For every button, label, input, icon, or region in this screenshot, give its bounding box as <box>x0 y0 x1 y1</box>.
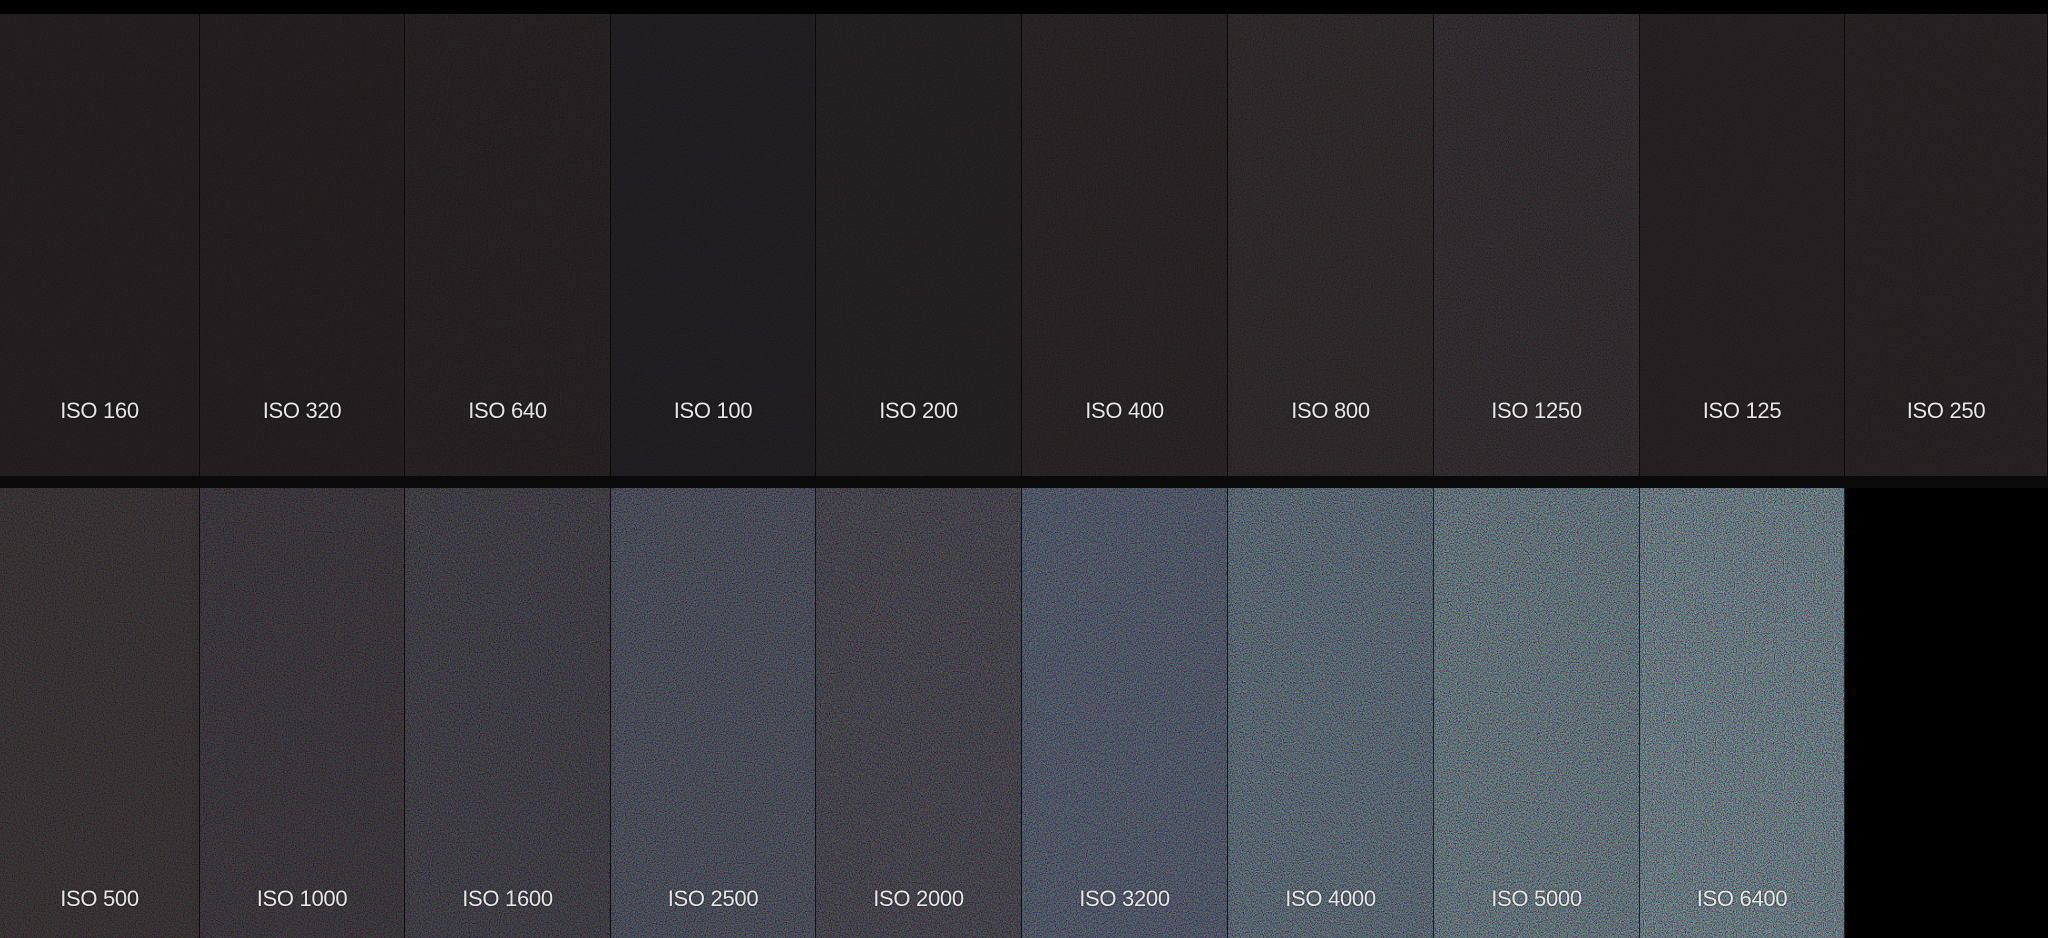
sensor-noise-texture <box>1434 488 1639 938</box>
iso-sample-tile: ISO 2000 <box>816 488 1022 938</box>
sensor-noise-texture <box>0 14 199 476</box>
iso-sample-tile: ISO 125 <box>1640 14 1845 476</box>
iso-label: ISO 160 <box>60 398 139 423</box>
sensor-noise-texture <box>1228 488 1433 938</box>
sensor-noise-texture <box>200 488 404 938</box>
iso-label: ISO 3200 <box>1079 886 1170 911</box>
iso-label: ISO 4000 <box>1285 886 1376 911</box>
iso-sample-tile: ISO 640 <box>405 14 611 476</box>
iso-label: ISO 800 <box>1291 398 1370 423</box>
iso-label: ISO 5000 <box>1491 886 1582 911</box>
iso-label: ISO 2500 <box>667 886 759 911</box>
iso-label: ISO 125 <box>1702 398 1782 423</box>
iso-row-2: ISO 500 ISO 1000 ISO 1600 ISO 2500 ISO 2000 I… <box>0 488 2048 938</box>
iso-label: ISO 1600 <box>462 886 553 911</box>
sensor-noise-texture <box>1640 488 1844 938</box>
iso-noise-comparison-grid: ISO 160 ISO 320 ISO 640 ISO 100 ISO 200 ISO 4… <box>0 14 2048 938</box>
row-divider <box>0 476 2048 488</box>
iso-sample-tile: ISO 160 <box>0 14 200 476</box>
iso-label: ISO 200 <box>879 398 958 423</box>
sensor-noise-texture <box>1022 14 1227 476</box>
iso-sample-tile: ISO 500 <box>0 488 200 938</box>
sensor-noise-texture <box>200 14 404 476</box>
sensor-noise-texture <box>816 14 1021 476</box>
iso-label: ISO 2000 <box>873 886 964 911</box>
sensor-noise-texture <box>1228 14 1433 476</box>
iso-sample-tile: ISO 1600 <box>405 488 611 938</box>
iso-sample-tile: ISO 3200 <box>1022 488 1228 938</box>
iso-sample-tile: ISO 1250 <box>1434 14 1640 476</box>
iso-label: ISO 500 <box>60 886 139 911</box>
iso-label: ISO 1000 <box>256 886 348 911</box>
iso-sample-tile: ISO 4000 <box>1228 488 1434 938</box>
iso-sample-tile: ISO 800 <box>1228 14 1434 476</box>
sensor-noise-texture <box>405 488 610 938</box>
top-border <box>0 0 2048 14</box>
iso-label: ISO 320 <box>262 398 342 423</box>
iso-row-1: ISO 160 ISO 320 ISO 640 ISO 100 ISO 200 ISO 4… <box>0 14 2048 476</box>
sensor-noise-texture <box>816 488 1021 938</box>
sensor-noise-texture <box>1434 14 1639 476</box>
sensor-noise-texture <box>1022 488 1227 938</box>
iso-sample-tile: ISO 200 <box>816 14 1022 476</box>
iso-sample-tile: ISO 1000 <box>200 488 405 938</box>
sensor-noise-texture <box>1640 14 1844 476</box>
sensor-noise-texture <box>611 14 815 476</box>
iso-sample-tile: ISO 400 <box>1022 14 1228 476</box>
iso-sample-tile: ISO 5000 <box>1434 488 1640 938</box>
iso-label: ISO 250 <box>1906 398 1986 423</box>
iso-label: ISO 400 <box>1085 398 1164 423</box>
iso-sample-tile: ISO 6400 <box>1640 488 1845 938</box>
iso-sample-tile: ISO 250 <box>1845 14 2048 476</box>
empty-cell <box>1845 488 2048 938</box>
sensor-noise-texture <box>405 14 610 476</box>
iso-label: ISO 640 <box>468 398 547 423</box>
sensor-noise-texture <box>611 488 815 938</box>
iso-label: ISO 100 <box>673 398 753 423</box>
iso-label: ISO 1250 <box>1491 398 1582 423</box>
iso-sample-tile: ISO 2500 <box>611 488 816 938</box>
iso-label: ISO 6400 <box>1696 886 1788 911</box>
iso-sample-tile: ISO 100 <box>611 14 816 476</box>
iso-sample-tile: ISO 320 <box>200 14 405 476</box>
sensor-noise-texture <box>0 488 199 938</box>
sensor-noise-texture <box>1845 14 2047 476</box>
